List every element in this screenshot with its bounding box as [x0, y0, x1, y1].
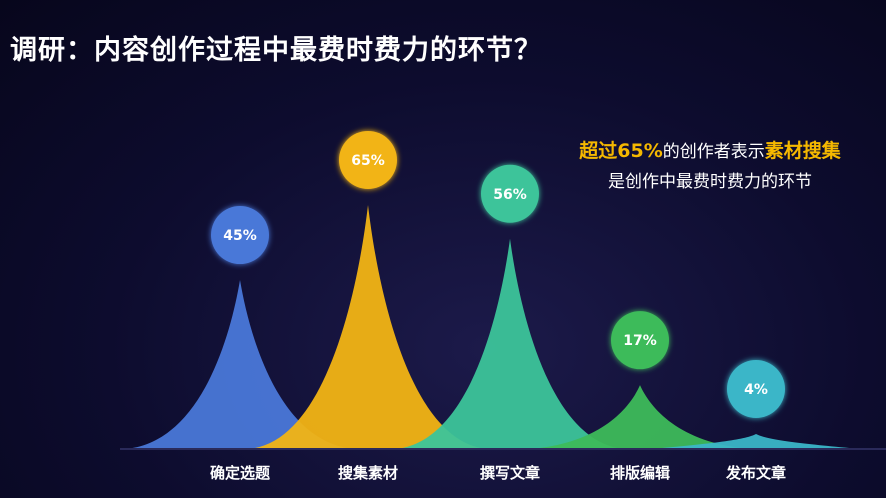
callout-middle-text: 的创作者表示 [662, 142, 765, 162]
callout: 超过65%的创作者表示素材搜集 是创作中最费时费力的环节 [540, 136, 880, 197]
peak-1 [125, 280, 355, 449]
peak-4 [530, 385, 750, 449]
peak-3 [395, 238, 625, 449]
category-label-4: 排版编辑 [610, 464, 670, 482]
peak-2 [248, 204, 488, 449]
peak-5 [651, 433, 861, 449]
value-marker-1 [211, 206, 269, 265]
category-label-3: 撰写文章 [480, 464, 540, 482]
category-label-5: 发布文章 [725, 464, 786, 482]
value-marker-5 [727, 359, 785, 418]
category-label-1: 确定选题 [210, 464, 271, 482]
value-marker-3 [481, 164, 539, 223]
callout-line-1: 超过65%的创作者表示素材搜集 [540, 136, 880, 167]
callout-highlight-topic: 素材搜集 [764, 140, 841, 162]
callout-line-2: 是创作中最费时费力的环节 [608, 172, 812, 192]
callout-highlight-percent: 超过65% [579, 140, 663, 162]
value-label-1: 45% [223, 228, 257, 244]
value-label-3: 56% [493, 187, 527, 203]
value-label-4: 17% [623, 333, 657, 349]
value-marker-2 [339, 130, 397, 189]
page-title: 调研：内容创作过程中最费时费力的环节？ [10, 35, 542, 66]
value-label-5: 4% [744, 382, 768, 398]
value-marker-4 [611, 311, 669, 370]
category-label-2: 搜集素材 [338, 464, 398, 482]
value-label-2: 65% [351, 153, 385, 169]
